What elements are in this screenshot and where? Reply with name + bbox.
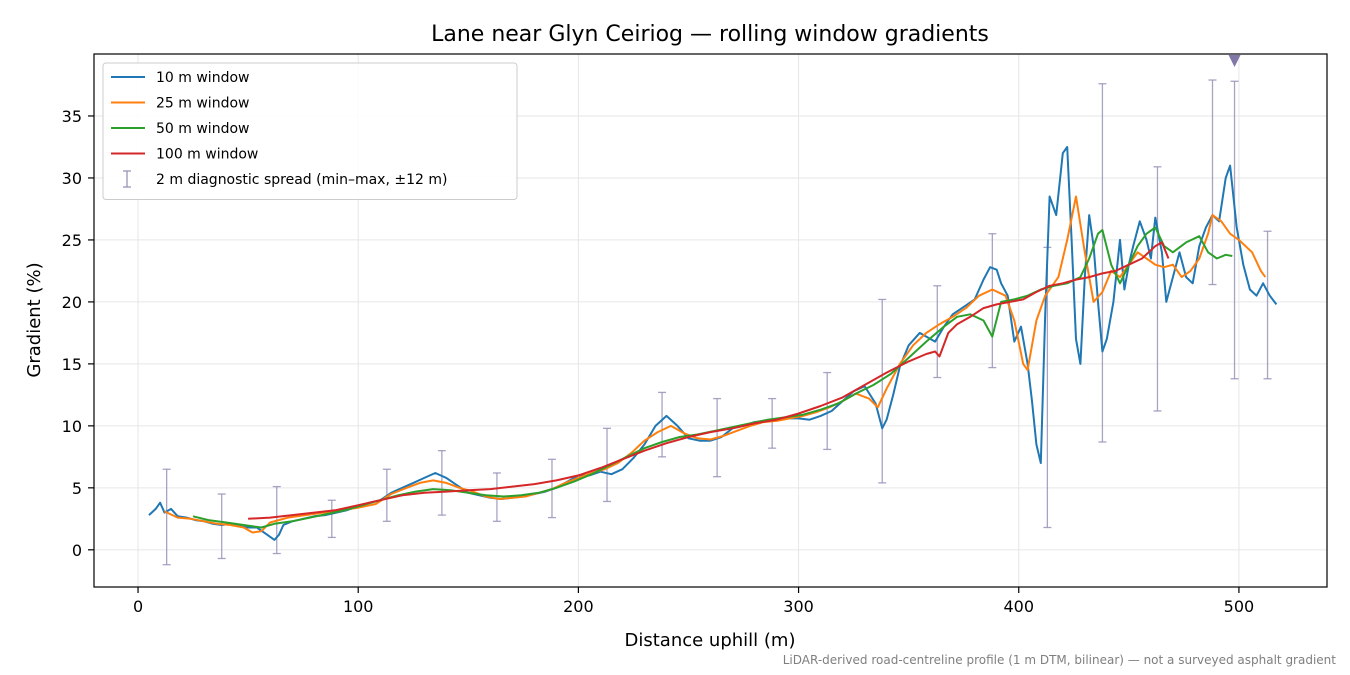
error-bar — [823, 371, 832, 451]
series-line-3 — [192, 226, 1233, 529]
error-bar — [1153, 166, 1162, 412]
error-bar — [1098, 83, 1107, 443]
footnote: LiDAR-derived road-centreline profile (1… — [783, 653, 1337, 667]
legend-box — [102, 62, 518, 200]
chart-title: Lane near Glyn Ceiriog — rolling window … — [431, 22, 989, 47]
series-line-4 — [248, 241, 1170, 520]
x-tick-label: 500 — [1224, 597, 1255, 616]
error-bars — [162, 79, 1272, 566]
axis-ticks: 0 100 200 300 400 500 0 5 10 15 20 25 30 35 — [62, 107, 1255, 616]
error-bar — [658, 391, 667, 458]
legend-label: 25 m window — [156, 96, 249, 112]
error-bar — [988, 233, 997, 369]
error-bar — [327, 499, 336, 539]
x-tick-label: 0 — [133, 597, 143, 616]
y-tick-label: 25 — [62, 231, 82, 250]
error-bar — [162, 468, 171, 566]
legend: 10 m window 25 m window 50 m window 100 m w… — [102, 62, 518, 200]
plot-area-frame — [93, 53, 1328, 588]
error-bar — [768, 397, 777, 449]
legend-label: 2 m diagnostic spread (min–max, ±12 m) — [156, 172, 447, 188]
error-bar — [1263, 230, 1272, 380]
legend-label: 10 m window — [156, 70, 249, 86]
legend-label: 100 m window — [156, 147, 258, 163]
y-tick-label: 30 — [62, 169, 82, 188]
legend-label: 50 m window — [156, 121, 249, 137]
x-tick-label: 300 — [783, 597, 814, 616]
error-bar — [1208, 79, 1217, 286]
y-tick-label: 0 — [72, 541, 82, 560]
series-line-1 — [148, 146, 1278, 541]
error-bar — [492, 472, 501, 522]
x-tick-label: 100 — [343, 597, 374, 616]
legend-errorbar-swatch — [123, 170, 131, 188]
y-axis-label: Gradient (%) — [24, 262, 45, 377]
x-tick-label: 400 — [1003, 597, 1034, 616]
y-tick-label: 20 — [62, 293, 82, 312]
x-tick-label: 200 — [563, 597, 594, 616]
series-lines — [148, 146, 1278, 541]
error-bar — [878, 298, 887, 484]
markers — [1228, 55, 1241, 67]
error-bar — [217, 493, 226, 560]
clipped-value-marker — [1228, 55, 1241, 67]
y-tick-label: 5 — [72, 479, 82, 498]
y-tick-label: 10 — [62, 417, 82, 436]
error-bar — [1230, 80, 1239, 380]
y-tick-label: 35 — [62, 107, 82, 126]
series-line-2 — [164, 195, 1267, 534]
y-tick-label: 15 — [62, 355, 82, 374]
x-axis-label: Distance uphill (m) — [625, 630, 796, 651]
